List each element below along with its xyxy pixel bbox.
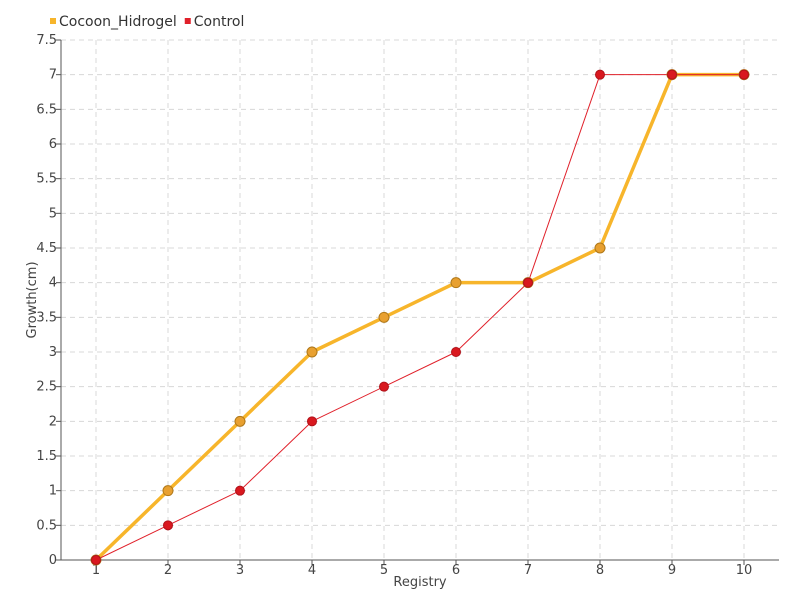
x-tick-label: 7 [524,563,532,578]
data-point-cocoon-hidrogel [450,277,462,289]
legend-swatch [184,18,191,24]
y-tick-label: 3 [49,345,57,360]
grid-lines [61,39,779,560]
y-axis-title: Growth(cm) [25,261,40,338]
y-tick-label: 4.5 [36,241,57,256]
data-point-cocoon-hidrogel [234,415,246,427]
y-tick-label: 1 [49,484,57,499]
data-point-control [307,416,317,427]
data-point-cocoon-hidrogel [594,242,606,254]
y-tick-label: 4 [49,276,57,291]
y-tick-label: 5.5 [36,172,57,187]
y-tick-label: 2.5 [36,380,57,395]
data-point-control [91,555,101,565]
x-tick-label: 2 [164,563,172,578]
legend: Cocoon_Hidrogel Control [50,14,244,30]
axes: 0 0.5 1 1.5 2 2.5 3 3.5 4 4.5 5 5.5 6 6.5 7 7.5 1 2 3 4 5 6 7 8… [36,33,779,578]
x-tick-label: 8 [596,563,604,578]
series-line-cocoon-hidrogel [94,72,744,562]
data-point-control [163,520,173,531]
data-point-control [667,69,677,80]
x-tick-label: 9 [668,563,676,578]
y-tick-label: 6.5 [36,102,57,117]
y-tick-label: 1.5 [36,449,57,464]
legend-label: Cocoon_Hidrogel [59,14,177,30]
legend-label: Control [194,14,245,30]
legend-swatch [50,18,56,24]
data-point-cocoon-hidrogel [306,346,318,358]
y-tick-label: 5 [49,206,57,221]
x-tick-label: 5 [380,563,388,578]
y-tick-label: 7 [49,68,57,83]
x-tick-label: 1 [92,563,100,578]
y-tick-label: 3.5 [36,310,57,325]
series-line-control [95,74,744,561]
y-tick-label: 6 [49,137,57,152]
data-point-control [595,69,605,80]
y-tick-label: 0.5 [36,518,57,533]
data-point-control [523,277,533,288]
x-axis-title: Registry [393,575,447,590]
data-point-control [739,69,749,80]
series-layer [90,69,750,566]
y-tick-label: 2 [49,414,57,429]
data-point-cocoon-hidrogel [162,485,174,497]
data-point-control [451,347,461,357]
x-tick-label: 3 [236,563,244,578]
data-point-control [379,381,389,392]
y-tick-label: 7.5 [36,33,57,48]
y-tick-label: 0 [49,553,57,568]
data-point-control [235,485,245,496]
data-point-cocoon-hidrogel [378,311,390,323]
x-tick-label: 4 [308,563,316,578]
x-tick-label: 6 [452,563,460,578]
x-tick-label: 10 [736,563,753,578]
